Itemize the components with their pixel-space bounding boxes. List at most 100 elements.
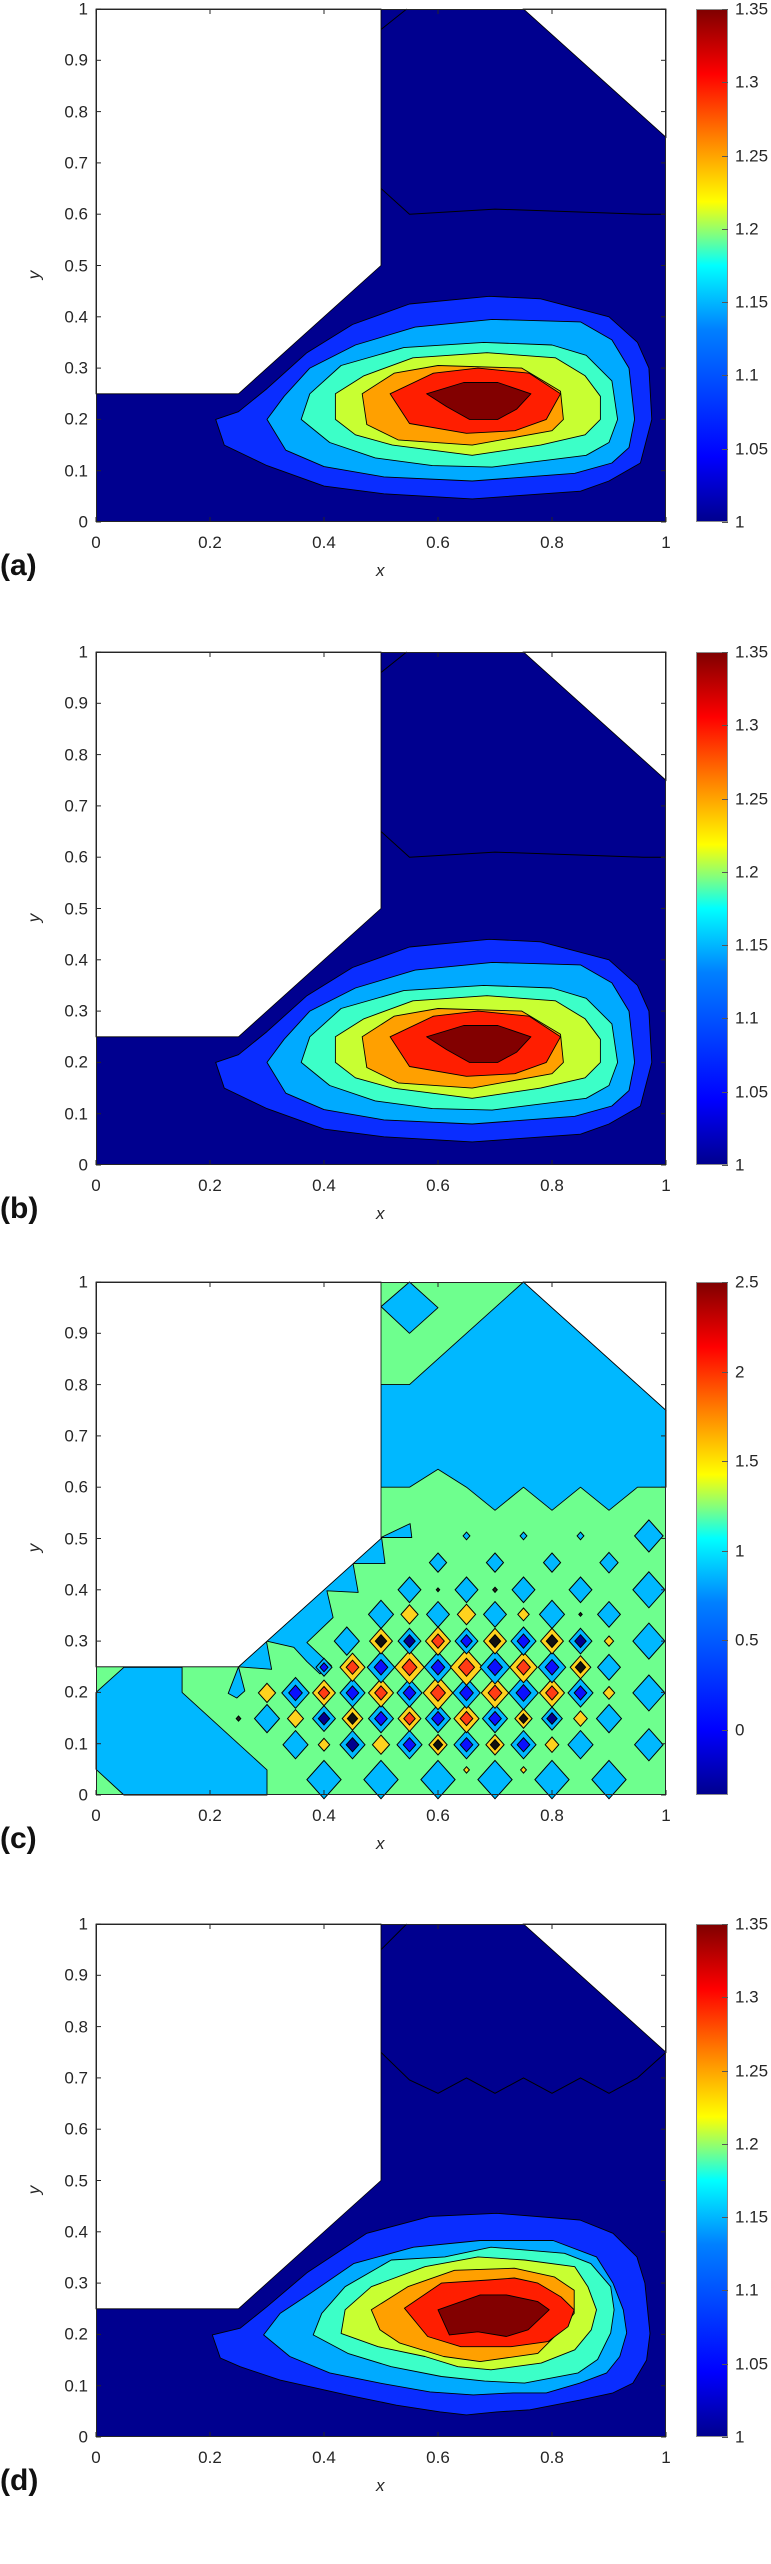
contour-marker-core <box>319 1662 329 1673</box>
colorbar-tick-mark <box>722 1461 728 1463</box>
y-tick-label: 0.5 <box>64 2171 88 2190</box>
y-tick-label: 0.7 <box>64 153 88 173</box>
colorbar-tick-label: 1.1 <box>735 365 759 385</box>
contour-marker <box>397 1576 422 1604</box>
y-tick-label: 0.6 <box>64 204 88 224</box>
contour-marker-core <box>288 1684 303 1702</box>
colorbar-tick-label: 1.1 <box>735 2280 759 2300</box>
colorbar-tick-mark <box>722 1924 728 1925</box>
contour-marker <box>435 1587 441 1593</box>
x-tick-label: 0.2 <box>198 1176 222 1195</box>
y-tick-label: 0.7 <box>64 796 88 816</box>
x-tick-label: 0 <box>91 1806 101 1825</box>
x-tick-label: 0.4 <box>312 2448 336 2467</box>
y-tick-label: 0.9 <box>64 1323 88 1343</box>
contour-marker <box>477 1759 513 1800</box>
contour-marker <box>567 1729 594 1760</box>
colorbar-tick-mark <box>722 2070 728 2072</box>
colorbar-tick-label: 1.05 <box>735 1082 769 1102</box>
colorbar-tick-mark <box>722 155 728 157</box>
colorbar-tick-label: 2 <box>735 1362 745 1382</box>
y-tick-label: 0.8 <box>64 745 88 765</box>
contour-marker <box>568 1576 593 1604</box>
colorbar-tick-label: 1.3 <box>735 715 759 735</box>
colorbar-tick-label: 1.2 <box>735 862 759 882</box>
x-axis-label: x <box>376 1204 385 1223</box>
contour-marker-core <box>374 1633 388 1649</box>
colorbar-tick-mark <box>722 9 728 10</box>
colorbar-tick-label: 1.25 <box>735 2061 769 2081</box>
y-tick-label: 0.4 <box>64 950 88 970</box>
y-tick-label: 0.6 <box>64 847 88 867</box>
contour-marker <box>511 1576 536 1604</box>
y-tick-label: 1 <box>78 0 88 19</box>
y-tick-label: 0.8 <box>64 1375 88 1395</box>
contour-marker <box>632 1674 666 1712</box>
x-axis-label: x <box>376 2476 385 2495</box>
contour-marker <box>578 1611 583 1618</box>
colorbar-tick-label: 1.25 <box>735 146 769 166</box>
contour-marker-core <box>546 1712 558 1726</box>
colorbar-tick-mark <box>722 82 728 84</box>
contour-marker-core <box>459 1684 474 1702</box>
contour-band <box>380 1281 439 1334</box>
figure-panel-d: y x (d) 0 0.1 0.2 0.3 0.4 0.5 0.6 0.7 0.8 0.9 1 0 0.… <box>0 1916 771 2564</box>
colorbar-tick-label: 1.5 <box>735 1451 759 1471</box>
x-tick-label: 1 <box>661 533 671 552</box>
contour-line <box>380 831 666 858</box>
contour-marker-core <box>402 1685 417 1701</box>
colorbar-tick-mark <box>722 652 728 653</box>
contour-marker <box>420 1759 456 1800</box>
y-tick-label: 0.1 <box>64 2376 88 2396</box>
contour-plot-area <box>95 651 667 1166</box>
colorbar-tick-label: 1.1 <box>735 1008 759 1028</box>
colorbar-tick-label: 1.25 <box>735 789 769 809</box>
x-tick-label: 0.6 <box>426 1806 450 1825</box>
contour-marker-core <box>317 1685 331 1701</box>
colorbar-tick-label: 1.3 <box>735 72 759 92</box>
colorbar-tick-label: 1 <box>735 2427 745 2447</box>
y-axis-label: y <box>24 1543 44 1553</box>
colorbar-tick-label: 1.3 <box>735 1987 759 2007</box>
colorbar-tick-mark <box>722 1091 728 1093</box>
contour-marker-core <box>545 1633 559 1649</box>
colorbar-tick-label: 1.05 <box>735 439 769 459</box>
y-tick-label: 0.5 <box>64 899 88 918</box>
contour-marker <box>534 1759 570 1800</box>
y-tick-label: 0.1 <box>64 1104 88 1124</box>
x-tick-label: 0 <box>91 1176 101 1195</box>
y-tick-label: 0.4 <box>64 307 88 327</box>
contour-marker-core <box>516 1633 531 1649</box>
contour-line <box>380 651 408 673</box>
contour-line <box>380 188 666 215</box>
colorbar-tick-mark <box>722 1165 728 1166</box>
y-tick-label: 0.2 <box>64 1052 88 1072</box>
x-tick-label: 0.4 <box>312 1176 336 1195</box>
contour-marker <box>542 1552 562 1573</box>
y-tick-label: 0 <box>78 1155 88 1175</box>
contour-marker <box>425 1600 451 1628</box>
x-tick-label: 0.6 <box>426 533 450 552</box>
colorbar-tick-mark <box>722 871 728 873</box>
contour-marker <box>286 1708 305 1729</box>
contour-marker-core <box>544 1658 560 1676</box>
colorbar-tick-mark <box>722 2290 728 2292</box>
contour-marker-core <box>488 1633 502 1649</box>
contour-marker <box>519 1765 528 1774</box>
contour-plot-c <box>95 1281 667 1800</box>
colorbar-tick-mark <box>722 725 728 727</box>
contour-marker-core <box>431 1633 445 1649</box>
figure-panel-b: y x (b) 0 0.1 0.2 0.3 0.4 0.5 0.6 0.7 0.8 0.9 1 0 0.… <box>0 644 771 1292</box>
contour-plot-d <box>95 1923 667 2438</box>
x-tick-label: 0.8 <box>540 1176 564 1195</box>
y-tick-label: 0.9 <box>64 693 88 713</box>
y-tick-label: 0 <box>78 512 88 532</box>
contour-marker <box>538 1599 566 1630</box>
contour-marker-core <box>374 1685 388 1701</box>
contour-marker-core <box>457 1657 476 1677</box>
y-axis-label: y <box>24 2185 44 2195</box>
contour-marker <box>454 1576 479 1604</box>
contour-band <box>95 1666 268 1796</box>
contour-marker <box>596 1600 622 1628</box>
contour-marker-core <box>574 1633 587 1649</box>
